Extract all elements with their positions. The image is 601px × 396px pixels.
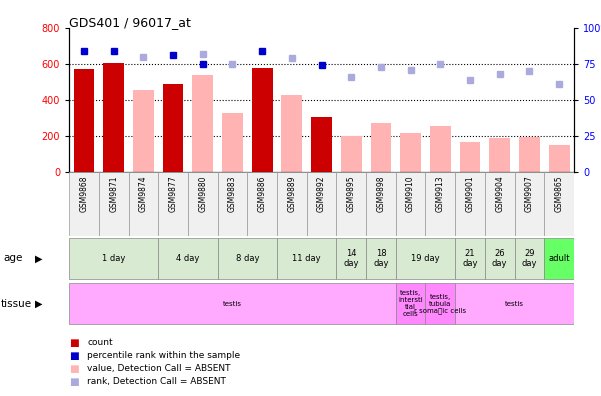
Text: ▶: ▶ [35, 253, 42, 263]
Bar [158, 238, 218, 279]
Text: GSM9892: GSM9892 [317, 175, 326, 212]
Text: 1 day: 1 day [102, 254, 126, 263]
Text: ▶: ▶ [35, 299, 42, 309]
Bar [396, 172, 426, 236]
Bar [545, 238, 574, 279]
Bar [69, 238, 158, 279]
Text: 18
day: 18 day [373, 249, 389, 268]
Text: GSM9868: GSM9868 [79, 175, 88, 212]
Bar [277, 172, 307, 236]
Bar [281, 95, 302, 172]
Text: GSM9907: GSM9907 [525, 175, 534, 212]
Bar [311, 117, 332, 172]
Bar [485, 172, 514, 236]
Text: 4 day: 4 day [176, 254, 200, 263]
Bar [489, 138, 510, 172]
Bar [188, 172, 218, 236]
Bar [69, 172, 99, 236]
Bar [222, 112, 243, 172]
Text: GSM9901: GSM9901 [466, 175, 475, 212]
Bar [514, 238, 545, 279]
Bar [192, 75, 213, 172]
Text: GDS401 / 96017_at: GDS401 / 96017_at [69, 16, 191, 29]
Text: ■: ■ [69, 350, 79, 361]
Text: 11 day: 11 day [292, 254, 321, 263]
Bar [158, 172, 188, 236]
Text: GSM9883: GSM9883 [228, 175, 237, 212]
Text: GSM9877: GSM9877 [168, 175, 177, 212]
Bar [133, 90, 154, 172]
Text: GSM9889: GSM9889 [287, 175, 296, 212]
Text: 8 day: 8 day [236, 254, 259, 263]
Bar [485, 238, 514, 279]
Bar [307, 172, 337, 236]
Text: ■: ■ [69, 337, 79, 348]
Text: ■: ■ [69, 364, 79, 374]
Text: 19 day: 19 day [411, 254, 440, 263]
Bar [549, 145, 570, 172]
Text: ■: ■ [69, 377, 79, 387]
Text: GSM9910: GSM9910 [406, 175, 415, 212]
Text: GSM9880: GSM9880 [198, 175, 207, 212]
Bar [545, 172, 574, 236]
Bar [426, 284, 455, 324]
Bar [277, 238, 337, 279]
Text: rank, Detection Call = ABSENT: rank, Detection Call = ABSENT [87, 377, 226, 386]
Bar [430, 126, 451, 172]
Bar [455, 172, 485, 236]
Text: testis: testis [505, 301, 524, 307]
Bar [163, 84, 183, 172]
Bar [366, 172, 396, 236]
Bar [514, 172, 545, 236]
Text: 21
day: 21 day [462, 249, 478, 268]
Bar [69, 284, 396, 324]
Text: GSM9898: GSM9898 [376, 175, 385, 212]
Text: GSM9886: GSM9886 [258, 175, 267, 212]
Text: GSM9913: GSM9913 [436, 175, 445, 212]
Text: GSM9871: GSM9871 [109, 175, 118, 212]
Bar [400, 133, 421, 172]
Bar [519, 137, 540, 172]
Text: 26
day: 26 day [492, 249, 507, 268]
Text: count: count [87, 338, 113, 347]
Text: age: age [3, 253, 22, 263]
Bar [218, 238, 277, 279]
Bar [366, 238, 396, 279]
Text: value, Detection Call = ABSENT: value, Detection Call = ABSENT [87, 364, 231, 373]
Bar [99, 172, 129, 236]
Bar [460, 141, 480, 172]
Bar [103, 63, 124, 172]
Bar [252, 69, 272, 172]
Text: testis,
intersti
tial
cells: testis, intersti tial cells [398, 290, 423, 318]
Text: percentile rank within the sample: percentile rank within the sample [87, 351, 240, 360]
Bar [247, 172, 277, 236]
Bar [337, 172, 366, 236]
Bar [129, 172, 158, 236]
Text: tissue: tissue [1, 299, 32, 309]
Bar [396, 238, 455, 279]
Text: 29
day: 29 day [522, 249, 537, 268]
Bar [455, 238, 485, 279]
Text: testis,
tubula
r soma	ic cells: testis, tubula r soma ic cells [414, 293, 466, 314]
Text: adult: adult [548, 254, 570, 263]
Bar [341, 136, 362, 172]
Text: GSM9874: GSM9874 [139, 175, 148, 212]
Text: 14
day: 14 day [344, 249, 359, 268]
Bar [371, 123, 391, 172]
Bar [396, 284, 426, 324]
Text: GSM9865: GSM9865 [555, 175, 564, 212]
Bar [337, 238, 366, 279]
Bar [455, 284, 574, 324]
Bar [218, 172, 247, 236]
Text: GSM9904: GSM9904 [495, 175, 504, 212]
Text: GSM9895: GSM9895 [347, 175, 356, 212]
Bar [73, 69, 94, 172]
Bar [426, 172, 455, 236]
Text: testis: testis [223, 301, 242, 307]
